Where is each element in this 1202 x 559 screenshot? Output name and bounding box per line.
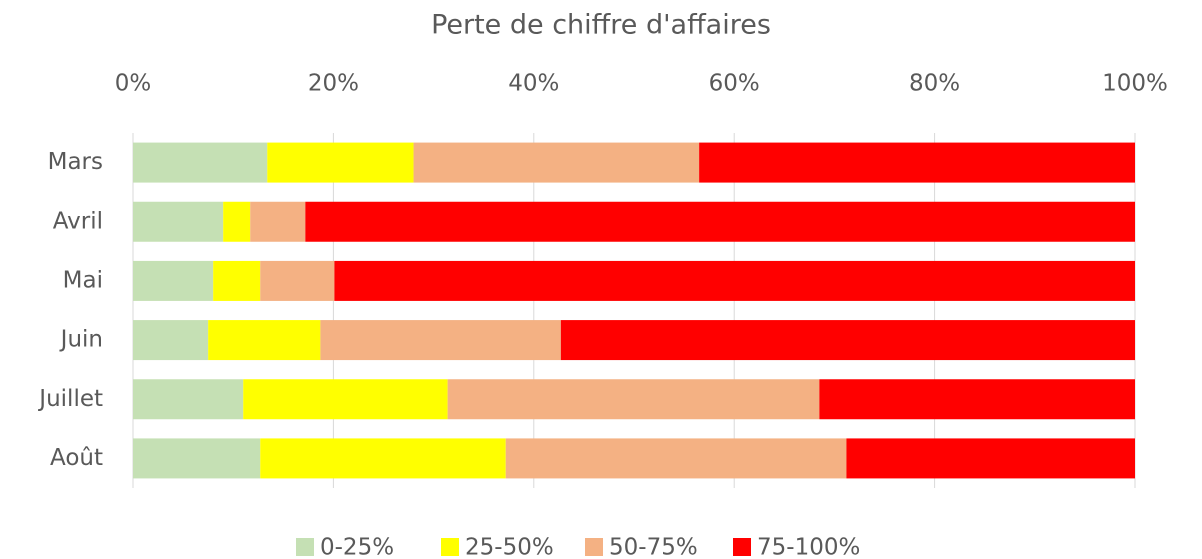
bar-segment (133, 201, 224, 242)
y-tick-label: Juin (59, 327, 103, 353)
legend-label: 0-25% (320, 535, 394, 559)
legend-swatch (441, 538, 459, 556)
bar-segment (305, 201, 1135, 242)
bar-segment (699, 142, 1135, 183)
bar-segment (250, 201, 306, 242)
bar-segment (260, 260, 335, 301)
bar-segment (133, 379, 244, 420)
legend-label: 50-75% (609, 535, 698, 559)
legend-swatch (585, 538, 603, 556)
x-tick-label: 60% (709, 71, 760, 97)
bar-segment (208, 320, 321, 361)
y-tick-label: Août (50, 445, 103, 471)
bar-segment (320, 320, 561, 361)
legend-swatch (296, 538, 314, 556)
bar-segment (413, 142, 700, 183)
bar-segment (846, 438, 1135, 479)
x-tick-label: 80% (909, 71, 960, 97)
bar-segment (243, 379, 448, 420)
y-tick-label: Mai (63, 267, 103, 293)
bar-segment (505, 438, 847, 479)
bar-segment (133, 320, 209, 361)
bar-segment (223, 201, 251, 242)
bar-segment (133, 260, 214, 301)
x-tick-label: 0% (115, 71, 152, 97)
legend-label: 25-50% (465, 535, 554, 559)
y-tick-label: Mars (48, 149, 103, 175)
chart-title: Perte de chiffre d'affaires (431, 10, 771, 41)
bar-segment (819, 379, 1135, 420)
legend-label: 75-100% (757, 535, 860, 559)
bar-segment (334, 260, 1136, 301)
bar-segment (447, 379, 820, 420)
x-tick-label: 40% (508, 71, 559, 97)
y-tick-label: Juillet (37, 386, 103, 412)
legend-swatch (733, 538, 751, 556)
bar-segment (260, 438, 506, 479)
bar-segment (560, 320, 1135, 361)
bar-segment (267, 142, 414, 183)
bar-segment (133, 142, 268, 183)
bar-segment (133, 438, 261, 479)
y-tick-label: Avril (53, 208, 103, 234)
x-tick-label: 100% (1102, 71, 1168, 97)
bar-segment (213, 260, 261, 301)
x-tick-label: 20% (308, 71, 359, 97)
